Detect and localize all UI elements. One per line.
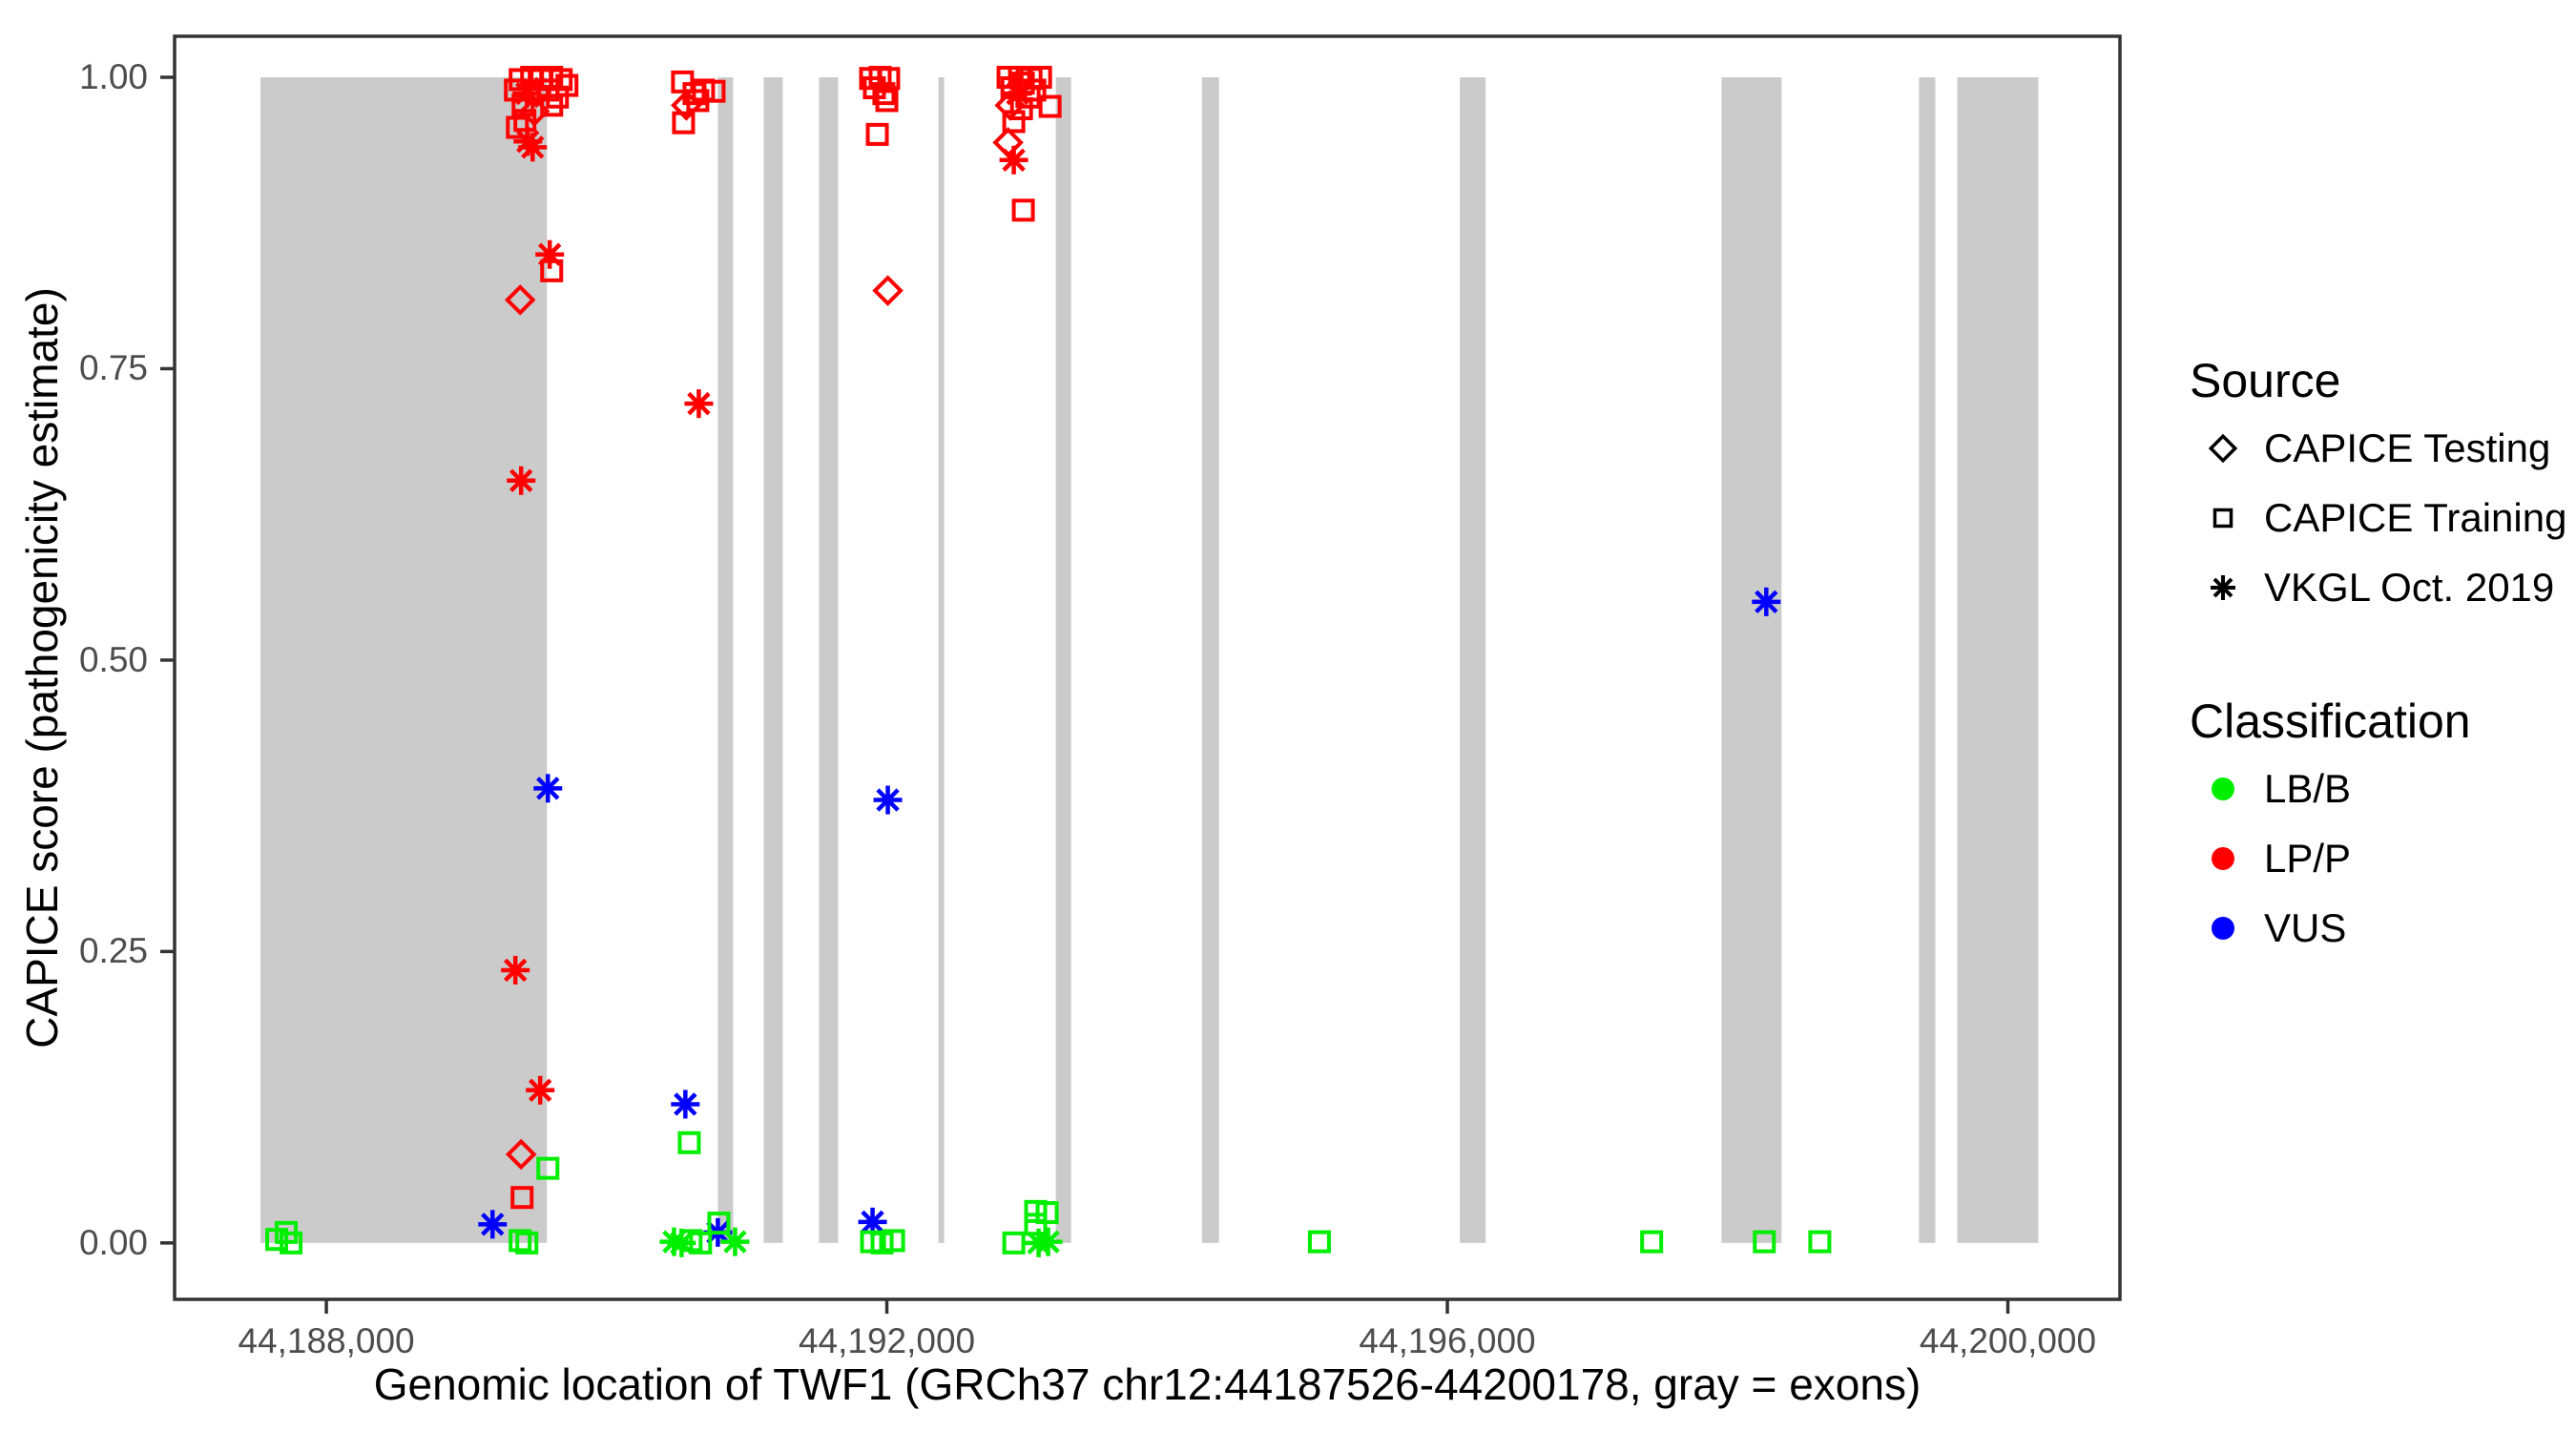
data-point-as-LP [684, 389, 714, 419]
data-point-sq-LB [1024, 1199, 1048, 1223]
exon-band [1919, 77, 1936, 1243]
data-point-as-VUS [873, 785, 903, 815]
data-point-di-LP [872, 275, 904, 306]
y-tick-label: 0.00 [78, 1222, 148, 1262]
exon-band [717, 77, 734, 1243]
exon-band [260, 77, 548, 1243]
exon-band [1201, 77, 1219, 1243]
data-point-sq-LB [677, 1130, 701, 1154]
data-point-as-LB [1033, 1227, 1063, 1256]
exon-band [1721, 77, 1782, 1243]
data-point-sq-LB [1808, 1230, 1832, 1254]
data-point-as-VUS [533, 774, 563, 803]
exon-band [819, 77, 839, 1243]
data-point-sq-LP [1002, 110, 1026, 134]
data-point-sq-LB [1002, 1231, 1026, 1255]
legend-item-lpp: LP/P [2196, 823, 2471, 893]
data-point-sq-LP [540, 93, 564, 117]
data-point-sq-LP [1038, 94, 1062, 118]
data-point-sq-LB [1307, 1230, 1331, 1254]
data-point-sq-LP [1023, 78, 1047, 102]
data-point-sq-LB [509, 1229, 532, 1253]
data-point-as-LP [507, 466, 536, 495]
data-point-sq-LB [1640, 1230, 1664, 1254]
data-point-di-LP [504, 284, 536, 316]
legend-item-label: LP/P [2264, 835, 2352, 881]
data-point-di-LP [505, 1138, 537, 1171]
data-point-sq-LP [1011, 198, 1035, 222]
exon-band [1055, 77, 1071, 1243]
data-point-sq-LP [513, 109, 537, 133]
x-tick-label: 44,196,000 [1359, 1321, 1536, 1360]
data-point-sq-LB [280, 1231, 303, 1255]
y-tick-label: 1.00 [78, 57, 148, 96]
panel-border [173, 34, 2122, 1301]
legend-source: Source CAPICE Testing CAPICE Training [2190, 351, 2566, 622]
x-tick-label: 44,200,000 [1919, 1321, 2097, 1360]
legend-item-label: LB/B [2264, 765, 2352, 811]
data-point-sq-LP [686, 89, 710, 113]
y-tick-label: 0.75 [78, 348, 148, 388]
exon-band [938, 77, 945, 1243]
legend-item-vkgl: VKGL Oct. 2019 [2196, 552, 2566, 622]
data-point-as-VUS [478, 1210, 508, 1239]
legend-item-label: VUS [2264, 904, 2347, 950]
data-point-sq-LP [1017, 85, 1041, 109]
data-point-sq-LB [870, 1231, 894, 1255]
legend-classification: Classification LB/B LP/P VUS [2190, 692, 2471, 963]
data-point-sq-LB [1035, 1201, 1059, 1225]
data-point-sq-LB [1024, 1213, 1048, 1236]
legend-item-capice-testing: CAPICE Testing [2196, 413, 2566, 483]
diamond-icon [2208, 433, 2238, 463]
data-point-sq-LB [707, 1212, 731, 1235]
red-dot-icon [2212, 846, 2234, 870]
data-point-sq-LB [1753, 1230, 1776, 1254]
data-point-sq-LP [671, 70, 695, 93]
legend-classification-title: Classification [2190, 695, 2471, 748]
y-tick-label: 0.25 [78, 931, 148, 971]
legend-item-label: CAPICE Testing [2264, 425, 2551, 470]
legend-source-title: Source [2190, 354, 2341, 407]
data-point-sq-LP [510, 1186, 534, 1210]
data-point-sq-LP [875, 89, 899, 113]
data-point-sq-LP [865, 122, 889, 146]
data-point-sq-LP [540, 259, 564, 282]
green-dot-icon [2212, 777, 2234, 800]
data-point-as-LP [501, 955, 530, 985]
data-point-as-LP [999, 145, 1028, 175]
x-tick-label: 44,192,000 [798, 1321, 976, 1360]
exon-band [1957, 77, 2039, 1243]
data-point-as-VUS [1752, 587, 1781, 616]
legend-item-label: VKGL Oct. 2019 [2264, 564, 2555, 610]
data-point-as-LP [526, 1075, 555, 1105]
legend-item-lbb: LB/B [2196, 754, 2471, 823]
data-point-as-LP [518, 133, 548, 162]
legend-item-label: CAPICE Training [2264, 494, 2567, 540]
exon-band [1460, 77, 1486, 1243]
data-point-as-LB [720, 1227, 750, 1256]
x-axis-title: Genomic location of TWF1 (GRCh37 chr12:4… [373, 1359, 1922, 1409]
data-point-sq-LP [872, 82, 896, 106]
legend-item-capice-training: CAPICE Training [2196, 483, 2566, 552]
data-point-sq-LB [515, 1231, 539, 1255]
data-point-sq-LB [689, 1231, 713, 1255]
data-point-sq-LB [536, 1156, 560, 1180]
asterisk-icon [2211, 574, 2235, 600]
square-icon [2212, 508, 2233, 528]
blue-dot-icon [2212, 916, 2234, 940]
x-tick-label: 44,188,000 [238, 1321, 415, 1360]
data-point-sq-LB [882, 1229, 905, 1253]
legend-item-vus: VUS [2196, 893, 2471, 963]
y-tick-label: 0.50 [78, 639, 148, 679]
data-point-as-VUS [671, 1089, 700, 1119]
exon-band [763, 77, 783, 1243]
data-point-sq-LP [672, 111, 696, 135]
